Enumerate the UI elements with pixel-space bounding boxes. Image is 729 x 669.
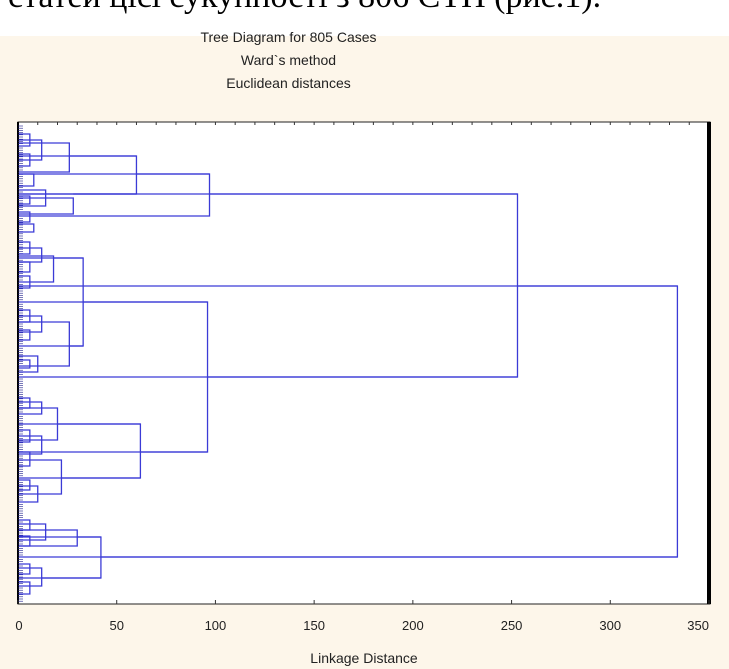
dendrogram-merge — [19, 211, 31, 223]
x-tick-label: 300 — [599, 618, 621, 633]
dendrogram-merge — [19, 275, 31, 289]
chart-subtitle-distance: Euclidean distances — [226, 75, 351, 91]
x-tick-label: 200 — [402, 618, 424, 633]
x-tick-label: 50 — [109, 618, 123, 633]
dendrogram-merge — [19, 485, 39, 503]
dendrogram-merge — [19, 142, 70, 173]
dendrogram-merge — [19, 479, 31, 491]
dendrogram-merge — [19, 261, 31, 273]
x-axis-label: Linkage Distance — [310, 650, 418, 666]
dendrogram-merge — [19, 173, 211, 217]
dendrogram-merge — [19, 321, 70, 367]
top-axis-ticks — [37, 122, 690, 125]
chart-title: Tree Diagram for 805 Cases — [200, 29, 377, 45]
x-tick-label: 350 — [687, 618, 709, 633]
x-tick-label: 0 — [15, 618, 22, 633]
dendrogram-merge — [19, 563, 31, 575]
document-header-strip: статей цієї сукупності з 806 СТП (рис.1)… — [0, 0, 729, 36]
dendrogram-tree — [19, 133, 679, 595]
x-tick-label: 250 — [501, 618, 523, 633]
dendrogram-merge — [19, 359, 31, 369]
dendrogram-merge — [19, 255, 55, 283]
dendrogram-merge — [19, 329, 31, 341]
dendrogram-merge — [19, 355, 39, 373]
plot-area — [17, 121, 711, 605]
dendrogram-merge — [19, 523, 47, 541]
dendrogram-merge — [19, 459, 63, 495]
dendrogram-merge — [19, 153, 31, 167]
dendrogram-merge — [19, 197, 74, 215]
dendrogram-merge — [19, 195, 31, 205]
chart-subtitle-method: Ward`s method — [240, 52, 337, 68]
x-tick-label: 150 — [303, 618, 325, 633]
document-header-text: статей цієї сукупності з 806 СТП (рис.1)… — [8, 0, 601, 16]
chart-titles: Tree Diagram for 805 Cases Ward`s method… — [0, 26, 729, 95]
dendrogram-merge — [19, 223, 35, 233]
dendrogram-merge — [19, 581, 31, 595]
x-tick-label: 100 — [205, 618, 227, 633]
dendrogram-merge — [19, 451, 31, 467]
dendrogram-merge — [19, 529, 78, 547]
x-axis: 0 50 100 150 200 250 300 350 — [15, 600, 710, 633]
